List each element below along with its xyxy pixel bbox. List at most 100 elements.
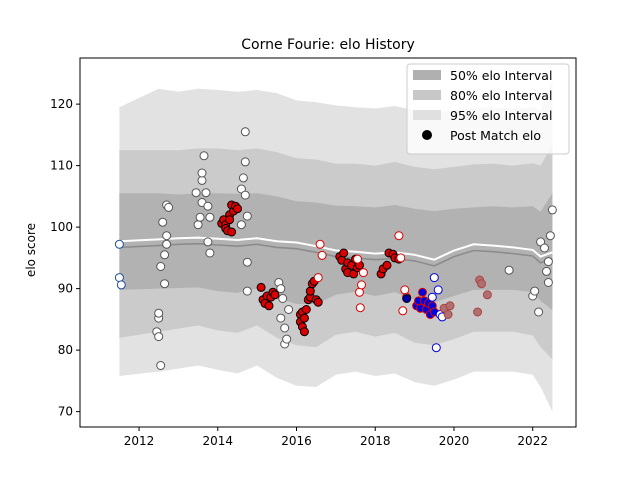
data-point: [191, 188, 201, 198]
data-point: [299, 313, 309, 323]
data-point: [270, 290, 280, 300]
data-point: [339, 248, 349, 258]
x-tick-label: 2020: [439, 434, 470, 448]
data-point: [242, 211, 252, 221]
data-point: [233, 204, 242, 214]
data-point: [282, 334, 292, 344]
data-point: [542, 266, 551, 276]
data-point: [278, 294, 288, 303]
legend-label: 80% elo Interval: [450, 88, 552, 103]
data-point: [227, 227, 237, 237]
x-tick-label: 2018: [360, 434, 391, 448]
y-tick-label: 80: [58, 343, 73, 357]
data-point: [240, 190, 250, 200]
data-point: [156, 361, 166, 370]
data-point: [240, 157, 250, 167]
data-point: [545, 231, 555, 241]
data-point: [203, 201, 213, 211]
data-point: [317, 250, 327, 260]
data-point: [355, 303, 365, 313]
data-point: [402, 294, 412, 303]
data-point: [154, 308, 164, 318]
data-point: [353, 254, 362, 264]
chart-title: Corne Fourie: elo History: [241, 37, 415, 53]
data-point: [431, 343, 441, 353]
legend-dot: [422, 130, 432, 140]
data-point: [313, 297, 323, 307]
data-point: [199, 151, 209, 161]
data-point: [547, 205, 557, 215]
legend-swatch: [413, 70, 441, 80]
data-point: [154, 332, 164, 342]
data-point: [205, 212, 215, 222]
data-point: [160, 250, 170, 260]
data-point: [540, 243, 549, 253]
data-point: [315, 239, 325, 249]
data-point: [427, 292, 437, 302]
legend-swatch: [413, 110, 441, 120]
data-point: [477, 279, 486, 289]
data-point: [256, 282, 266, 292]
x-tick-label: 2022: [517, 434, 548, 448]
data-point: [195, 212, 205, 222]
y-tick-label: 110: [50, 159, 73, 173]
data-point: [162, 239, 172, 249]
data-point: [193, 220, 203, 230]
data-point: [355, 287, 364, 297]
data-point: [276, 284, 286, 294]
x-tick-label: 2012: [124, 434, 155, 448]
data-point: [543, 257, 553, 267]
x-tick-label: 2014: [203, 434, 234, 448]
data-point: [530, 286, 540, 296]
legend: 50% elo Interval 80% elo Interval 95% elo …: [406, 63, 570, 155]
legend-label: 95% elo Interval: [450, 108, 552, 123]
data-point: [443, 310, 453, 319]
data-point: [162, 231, 172, 241]
data-point: [357, 280, 366, 290]
plot-frame: [79, 57, 577, 428]
data-point: [418, 287, 427, 297]
data-point: [164, 202, 174, 212]
data-point: [398, 306, 408, 316]
data-point: [284, 305, 294, 314]
data-point: [305, 286, 315, 296]
data-point: [197, 175, 207, 185]
data-point: [482, 290, 492, 300]
data-point: [429, 273, 439, 283]
data-point: [280, 323, 290, 333]
data-point: [473, 307, 483, 317]
y-tick-label: 70: [58, 405, 73, 419]
data-point: [358, 268, 368, 278]
data-point: [433, 285, 443, 295]
data-point: [504, 265, 514, 275]
plot-area: [114, 79, 557, 412]
data-point: [242, 286, 252, 296]
data-point: [396, 253, 406, 263]
rating-line-white: [119, 236, 553, 261]
y-tick-label: 120: [50, 97, 73, 111]
data-point: [394, 231, 404, 241]
y-tick-label: 100: [50, 220, 73, 234]
legend-label: Post Match elo: [450, 128, 541, 143]
data-point: [242, 257, 252, 267]
data-point: [534, 307, 544, 317]
data-point: [299, 327, 309, 337]
legend-swatch: [413, 90, 441, 100]
data-point: [445, 301, 455, 311]
data-point: [225, 215, 235, 225]
data-point: [114, 273, 124, 283]
data-point: [160, 279, 170, 289]
data-point: [201, 188, 211, 198]
data-point: [400, 285, 410, 295]
data-point: [236, 220, 246, 230]
data-point: [203, 237, 213, 247]
x-tick-label: 2016: [281, 434, 312, 448]
y-tick-label: 90: [58, 282, 73, 296]
data-point: [382, 260, 392, 270]
data-point: [197, 168, 207, 178]
data-point: [114, 239, 124, 249]
data-point: [276, 313, 286, 323]
data-point: [205, 248, 215, 258]
axis-ticks: 2012 2014 2016 2018 2020 2022 70 80 90 100 110 120: [50, 97, 548, 448]
